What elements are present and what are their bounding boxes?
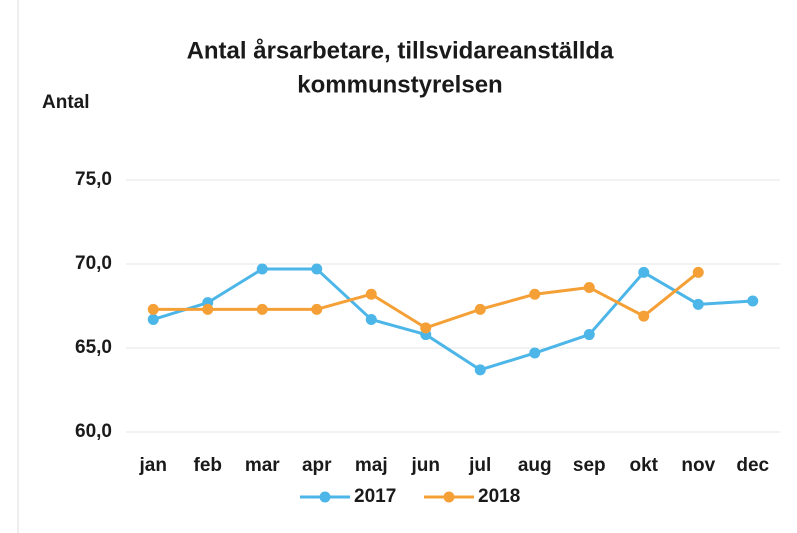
data-point (638, 310, 650, 322)
series-line (152, 267, 753, 372)
data-point (638, 266, 650, 278)
data-point (529, 288, 541, 300)
y-tick-label: 75,0 (75, 169, 112, 190)
data-point (256, 303, 268, 315)
data-point (311, 263, 323, 275)
x-tick-label: jan (139, 455, 167, 476)
x-tick-label: maj (355, 455, 388, 476)
data-point (583, 282, 595, 294)
data-point (529, 347, 541, 359)
data-point (147, 313, 159, 325)
y-tick-label: 70,0 (75, 253, 112, 274)
x-tick-label: sep (573, 455, 606, 476)
x-tick-label: okt (630, 455, 659, 476)
legend-label: 2018 (478, 486, 520, 507)
chart-title: kommunstyrelsen (297, 71, 502, 98)
chart-title: Antal årsarbetare, tillsvidareanställda (187, 37, 615, 64)
data-point (202, 303, 214, 315)
legend-marker (319, 491, 331, 503)
legend-marker (443, 491, 455, 503)
y-tick-label: 60,0 (75, 421, 112, 442)
x-tick-label: mar (245, 455, 280, 476)
legend-label: 2017 (354, 486, 396, 507)
data-point (420, 322, 432, 334)
data-point (147, 303, 159, 315)
x-tick-label: jul (468, 455, 491, 476)
data-point (311, 303, 323, 315)
data-point (692, 298, 704, 310)
data-point (747, 295, 759, 307)
data-point (365, 288, 377, 300)
x-tick-label: apr (302, 455, 332, 476)
data-point (365, 313, 377, 325)
data-point (256, 263, 268, 275)
x-tick-label: jun (411, 455, 441, 476)
data-point (583, 329, 595, 341)
x-tick-label: dec (736, 455, 769, 476)
data-point (474, 364, 486, 376)
x-tick-label: nov (681, 455, 715, 476)
data-point (474, 303, 486, 315)
data-point (692, 266, 704, 278)
y-tick-label: 65,0 (75, 337, 112, 358)
x-tick-label: feb (194, 455, 223, 476)
x-tick-label: aug (518, 455, 552, 476)
y-axis-label: Antal (42, 92, 90, 113)
